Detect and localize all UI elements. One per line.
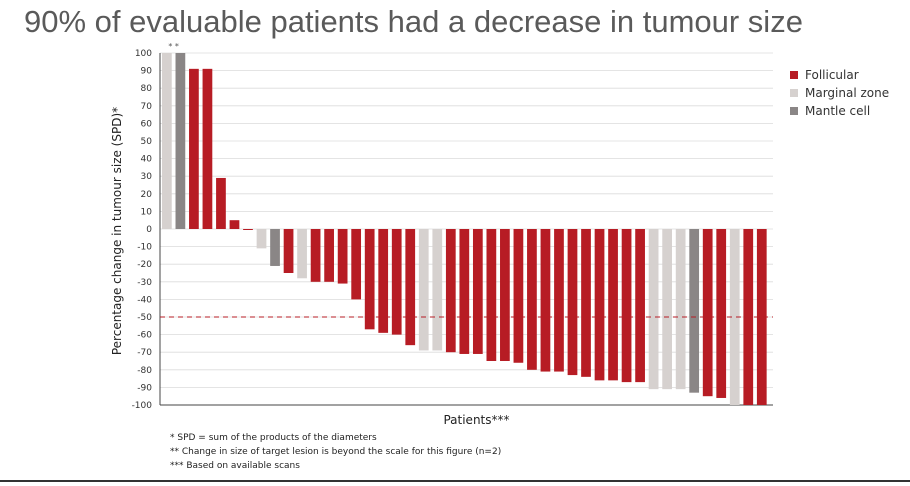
bar [337,229,348,284]
legend-item-mantle-cell: Mantle cell [790,102,889,120]
legend-label-mantle-cell: Mantle cell [805,104,871,118]
legend-swatch-follicular [790,71,798,79]
footnote-scans: *** Based on available scans [170,461,300,471]
bottom-divider [0,480,910,482]
footnote-beyond-scale: ** Change in size of target lesion is be… [170,447,502,457]
bar [567,229,578,376]
bar [432,229,443,351]
legend-swatch-mantle-cell [790,107,798,115]
y-tick-label: 100 [135,49,152,59]
y-tick-label: -100 [132,401,153,411]
bar [175,53,186,229]
bar [662,229,673,390]
bar [527,229,537,370]
y-tick-label: 80 [141,84,153,94]
bar [283,229,294,273]
bar [472,229,483,354]
legend-item-follicular: Follicular [790,66,889,84]
bar [324,229,334,282]
y-tick-label: 0 [146,225,152,235]
y-tick-label: -10 [137,243,152,253]
bar [229,220,240,229]
y-tick-label: -90 [137,383,152,393]
y-tick-label: 50 [141,137,153,147]
y-tick-label: -60 [137,331,152,341]
bar [445,229,456,353]
bar [675,229,686,390]
bar [702,229,713,397]
footnote-spd: * SPD = sum of the products of the diame… [170,433,377,443]
y-tick-label: 70 [141,102,153,112]
y-tick-label: -70 [137,348,152,358]
y-tick-label: -50 [137,313,152,323]
bar [540,229,551,372]
y-tick-label: -80 [137,366,152,376]
slide-title: 90% of evaluable patients had a decrease… [24,4,803,39]
bar [364,229,375,330]
bar [189,68,199,229]
y-axis-title: Percentage change in tumour size (SPD)* [110,107,124,355]
bar [459,229,470,354]
bar [554,229,564,372]
bar [621,229,632,383]
legend-item-marginal-zone: Marginal zone [790,84,889,102]
y-tick-label: 90 [141,67,153,77]
bar [756,229,767,405]
bar [418,229,429,351]
bar [689,229,700,393]
bar [256,229,267,249]
bar [581,229,591,377]
bar [351,229,362,300]
y-tick-label: -20 [137,260,152,270]
bar [270,229,280,266]
legend-label-follicular: Follicular [805,68,859,82]
bar [635,229,645,383]
legend-swatch-marginal-zone [790,89,798,97]
bar [513,229,524,363]
bar [500,229,510,361]
bar [391,229,402,335]
bar [310,229,321,282]
x-axis-title: Patients*** [443,413,509,427]
y-tick-label: 20 [141,190,153,200]
bar [594,229,605,381]
legend-label-marginal-zone: Marginal zone [805,86,890,100]
bar [297,229,307,279]
y-tick-label: -30 [137,278,152,288]
bar [716,229,727,398]
bar [202,68,213,229]
bar [243,229,253,230]
bar [216,177,226,229]
footnotes: * SPD = sum of the products of the diame… [170,431,501,473]
bar [378,229,389,333]
y-tick-label: 60 [141,119,153,129]
y-tick-label: 30 [141,172,153,182]
beyond-scale-marker: * * [168,42,179,51]
bar [405,229,416,346]
bar [162,53,172,229]
bar [729,229,740,405]
bar [486,229,497,361]
y-tick-label: 10 [141,207,153,217]
y-tick-label: 40 [141,155,153,165]
bar [648,229,659,390]
bar [608,229,618,381]
y-tick-label: -40 [137,295,152,305]
chart-legend: Follicular Marginal zone Mantle cell [790,66,889,120]
